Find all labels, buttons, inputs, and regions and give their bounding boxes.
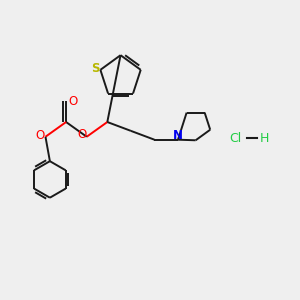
Text: S: S bbox=[91, 62, 99, 76]
Text: O: O bbox=[77, 128, 86, 141]
Text: Cl: Cl bbox=[229, 132, 242, 145]
Text: O: O bbox=[68, 95, 77, 108]
Text: H: H bbox=[260, 132, 269, 145]
Text: N: N bbox=[173, 129, 183, 142]
Text: O: O bbox=[35, 129, 44, 142]
